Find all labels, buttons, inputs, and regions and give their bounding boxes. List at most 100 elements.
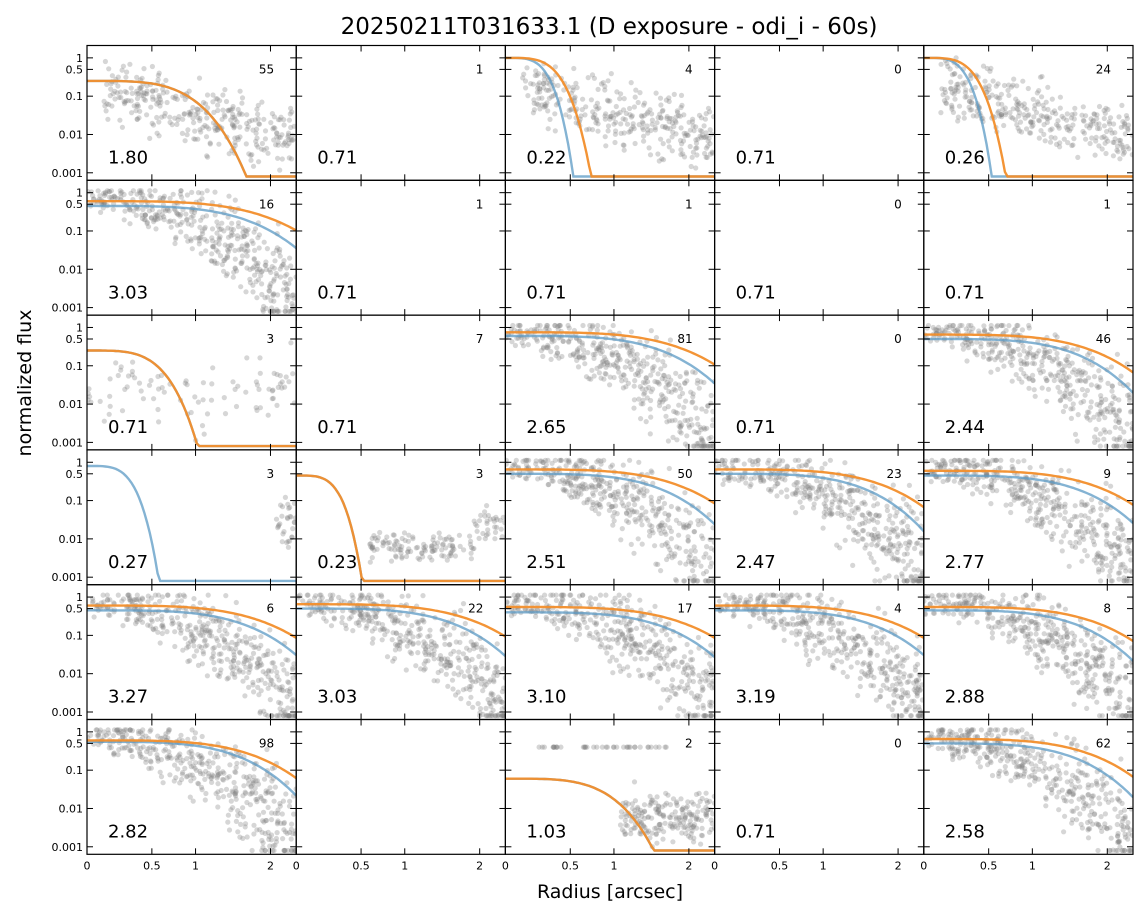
data-point: [236, 247, 242, 253]
data-point: [297, 592, 303, 598]
data-point: [533, 461, 539, 467]
data-point: [1103, 150, 1109, 157]
data-point: [251, 634, 258, 641]
data-point: [674, 410, 681, 416]
data-point: [585, 350, 591, 356]
data-point: [1079, 112, 1085, 118]
data-point: [207, 629, 213, 636]
data-point: [119, 124, 125, 130]
data-point: [129, 368, 135, 374]
data-point: [587, 327, 593, 333]
data-point: [285, 679, 291, 685]
data-point: [970, 476, 976, 483]
data-point: [103, 108, 109, 114]
data-point: [229, 671, 235, 677]
data-point: [659, 520, 665, 526]
data-point: [228, 117, 234, 123]
data-point: [1078, 400, 1084, 406]
data-point: [535, 82, 541, 88]
data-point: [222, 411, 229, 417]
data-point: [483, 682, 489, 688]
data-point: [630, 509, 636, 515]
data-point: [596, 478, 602, 484]
data-point: [981, 323, 987, 329]
data-point: [463, 631, 469, 637]
data-point: [269, 388, 275, 394]
data-point: [534, 338, 540, 344]
data-point: [985, 356, 992, 362]
data-point: [620, 342, 626, 348]
data-point: [488, 690, 494, 696]
data-point: [258, 634, 264, 640]
data-point: [201, 638, 207, 644]
data-point: [634, 356, 641, 362]
data-point: [250, 240, 256, 246]
data-point: [673, 578, 680, 584]
data-point: [653, 511, 659, 517]
data-point: [393, 538, 399, 544]
data-point: [421, 643, 427, 649]
data-point: [282, 273, 288, 279]
data-point: [1063, 379, 1069, 385]
data-point: [87, 386, 92, 392]
data-point: [147, 623, 153, 629]
orange-model-curve: [87, 349, 297, 448]
data-point: [946, 324, 952, 330]
data-point: [1049, 536, 1055, 543]
data-point: [615, 352, 621, 358]
data-point: [602, 488, 608, 494]
data-point: [172, 115, 178, 121]
data-point: [1022, 494, 1028, 500]
data-point: [1001, 122, 1007, 129]
data-point: [649, 469, 655, 476]
orange-model-curve: [296, 474, 506, 583]
data-point: [835, 504, 841, 510]
data-point: [135, 206, 141, 212]
data-point: [648, 328, 654, 334]
data-point: [1021, 370, 1027, 377]
data-point: [622, 117, 628, 123]
data-point: [1062, 403, 1069, 409]
data-point: [415, 633, 421, 640]
data-point: [251, 256, 257, 263]
data-point: [633, 372, 639, 378]
data-point: [267, 267, 273, 273]
data-point: [690, 578, 697, 584]
data-point: [554, 350, 561, 356]
data-point: [253, 405, 259, 411]
data-point: [698, 427, 704, 433]
data-point: [826, 507, 833, 513]
data-point: [706, 555, 713, 561]
data-point: [963, 457, 969, 463]
data-point: [210, 243, 216, 249]
data-point: [1119, 142, 1125, 148]
data-point: [198, 129, 204, 135]
data-point: [1004, 477, 1011, 483]
data-point: [213, 635, 219, 641]
data-point: [660, 107, 666, 113]
data-point: [232, 135, 238, 141]
data-point: [1032, 490, 1038, 496]
data-point: [291, 123, 297, 129]
data-point: [915, 540, 921, 546]
data-point: [680, 522, 687, 528]
data-point: [260, 669, 266, 675]
data-point: [1099, 562, 1105, 568]
data-point: [155, 406, 161, 413]
data-point: [688, 559, 695, 565]
data-point: [219, 261, 225, 268]
data-point: [989, 326, 995, 332]
data-point: [970, 491, 976, 497]
data-point: [276, 249, 282, 255]
data-point: [1073, 393, 1079, 399]
data-point: [1104, 507, 1110, 513]
data-point: [190, 115, 196, 121]
data-point: [620, 503, 627, 509]
data-point: [1099, 557, 1105, 563]
data-point: [251, 264, 257, 270]
data-point: [285, 291, 291, 298]
data-point: [680, 138, 687, 144]
data-point: [975, 462, 981, 468]
data-point: [830, 489, 836, 496]
data-point: [662, 363, 668, 369]
